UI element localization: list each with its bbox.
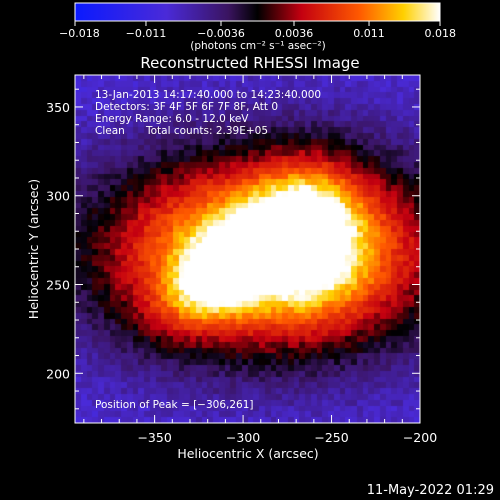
colorbar-tick-label: −0.011 [126,27,167,40]
y-tick-label: 200 [46,366,70,381]
x-tick-label: −200 [403,430,437,445]
x-axis: −350 −300 −250 −200 [83,75,437,445]
footer-timestamp: 11-May-2022 01:29 [367,483,494,498]
colorbar-tick-label: 0.018 [425,27,457,40]
colorbar-tick-label: 0.011 [353,27,385,40]
y-tick-label: 300 [46,189,70,204]
chart-title: Reconstructed RHESSI Image [140,54,359,72]
colorbar-unit-label: (photons cm⁻² s⁻¹ asec⁻²) [190,40,325,52]
heatmap-image [75,75,420,423]
y-axis: 200 250 300 350 [46,88,420,410]
colorbar: −0.018 −0.011 −0.0036 0.0036 0.011 0.018 (pho… [59,2,456,52]
annotation-total-counts: Total counts: 2.39E+05 [145,125,268,137]
y-tick-label: 350 [46,100,70,115]
colorbar-ticks: −0.018 −0.011 −0.0036 0.0036 0.011 0.018 [59,21,456,40]
colorbar-tick-label: 0.0036 [275,27,314,40]
y-tick-label: 250 [46,278,70,293]
observation-annotations: 13-Jan-2013 14:17:40.000 to 14:23:40.000… [95,89,321,411]
colorbar-tick-label: −0.0036 [197,27,245,40]
annotation-peak-position: Position of Peak = [−306,261] [95,399,254,411]
annotation-detectors: Detectors: 3F 4F 5F 6F 7F 8F, Att 0 [95,101,278,113]
annotation-energy: Energy Range: 6.0 - 12.0 keV [95,113,249,125]
colorbar-gradient [74,2,441,22]
x-tick-label: −350 [137,430,171,445]
colorbar-tick-label: −0.018 [59,27,100,40]
y-axis-label: Heliocentric Y (arcsec) [26,179,41,319]
x-tick-label: −300 [226,430,260,445]
annotation-clean: Clean [95,125,125,137]
x-axis-label: Heliocentric X (arcsec) [177,446,318,461]
heatmap-raster [75,75,420,423]
annotation-time-range: 13-Jan-2013 14:17:40.000 to 14:23:40.000 [95,89,321,101]
x-tick-label: −250 [314,430,348,445]
